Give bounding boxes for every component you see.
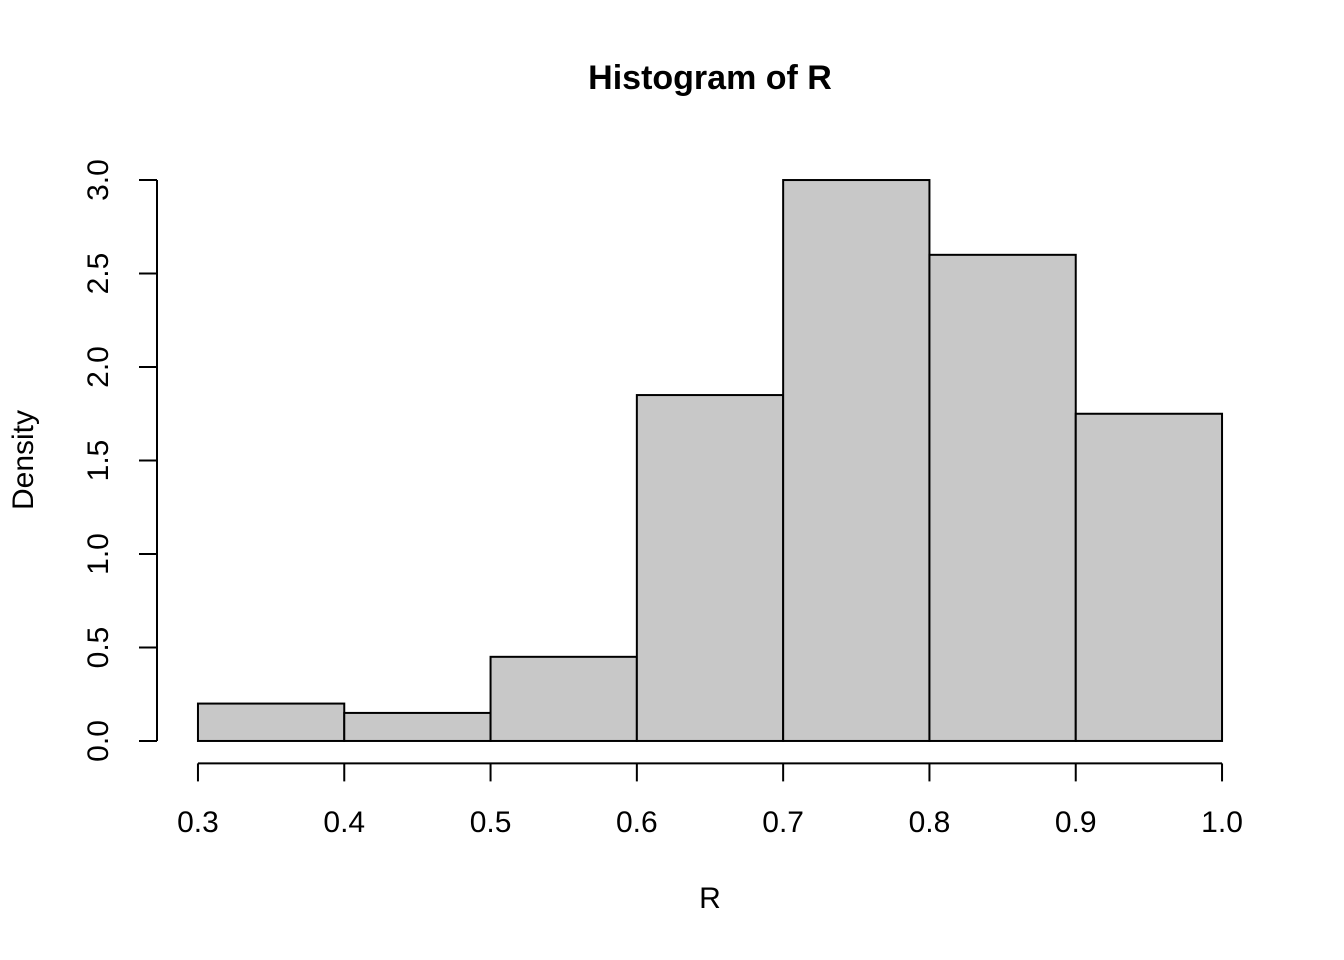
- x-tick-label: 0.4: [323, 806, 365, 839]
- x-tick-label: 0.8: [909, 806, 951, 839]
- x-axis-label: R: [699, 882, 721, 915]
- y-tick-label: 0.0: [82, 720, 115, 762]
- y-tick-label: 3.0: [82, 159, 115, 201]
- bar: [635, 394, 785, 742]
- bar: [1074, 412, 1224, 742]
- x-tick-label: 0.7: [762, 806, 804, 839]
- x-tick-label: 1.0: [1201, 806, 1243, 839]
- bar: [782, 179, 931, 742]
- bar: [196, 702, 346, 742]
- y-tick-label: 2.5: [82, 253, 115, 295]
- x-tick-label: 0.9: [1055, 806, 1097, 839]
- y-axis-label: Density: [7, 410, 40, 510]
- y-tick-label: 0.5: [82, 627, 115, 669]
- bar: [489, 655, 638, 742]
- x-tick-label: 0.3: [177, 806, 219, 839]
- x-tick-label: 0.6: [616, 806, 658, 839]
- x-tick-label: 0.5: [470, 806, 512, 839]
- bar: [343, 711, 492, 742]
- bar: [928, 253, 1077, 742]
- y-tick-label: 1.0: [82, 533, 115, 575]
- y-tick-label: 2.0: [82, 346, 115, 388]
- y-tick-label: 1.5: [82, 440, 115, 482]
- chart-title: Histogram of R: [588, 59, 832, 97]
